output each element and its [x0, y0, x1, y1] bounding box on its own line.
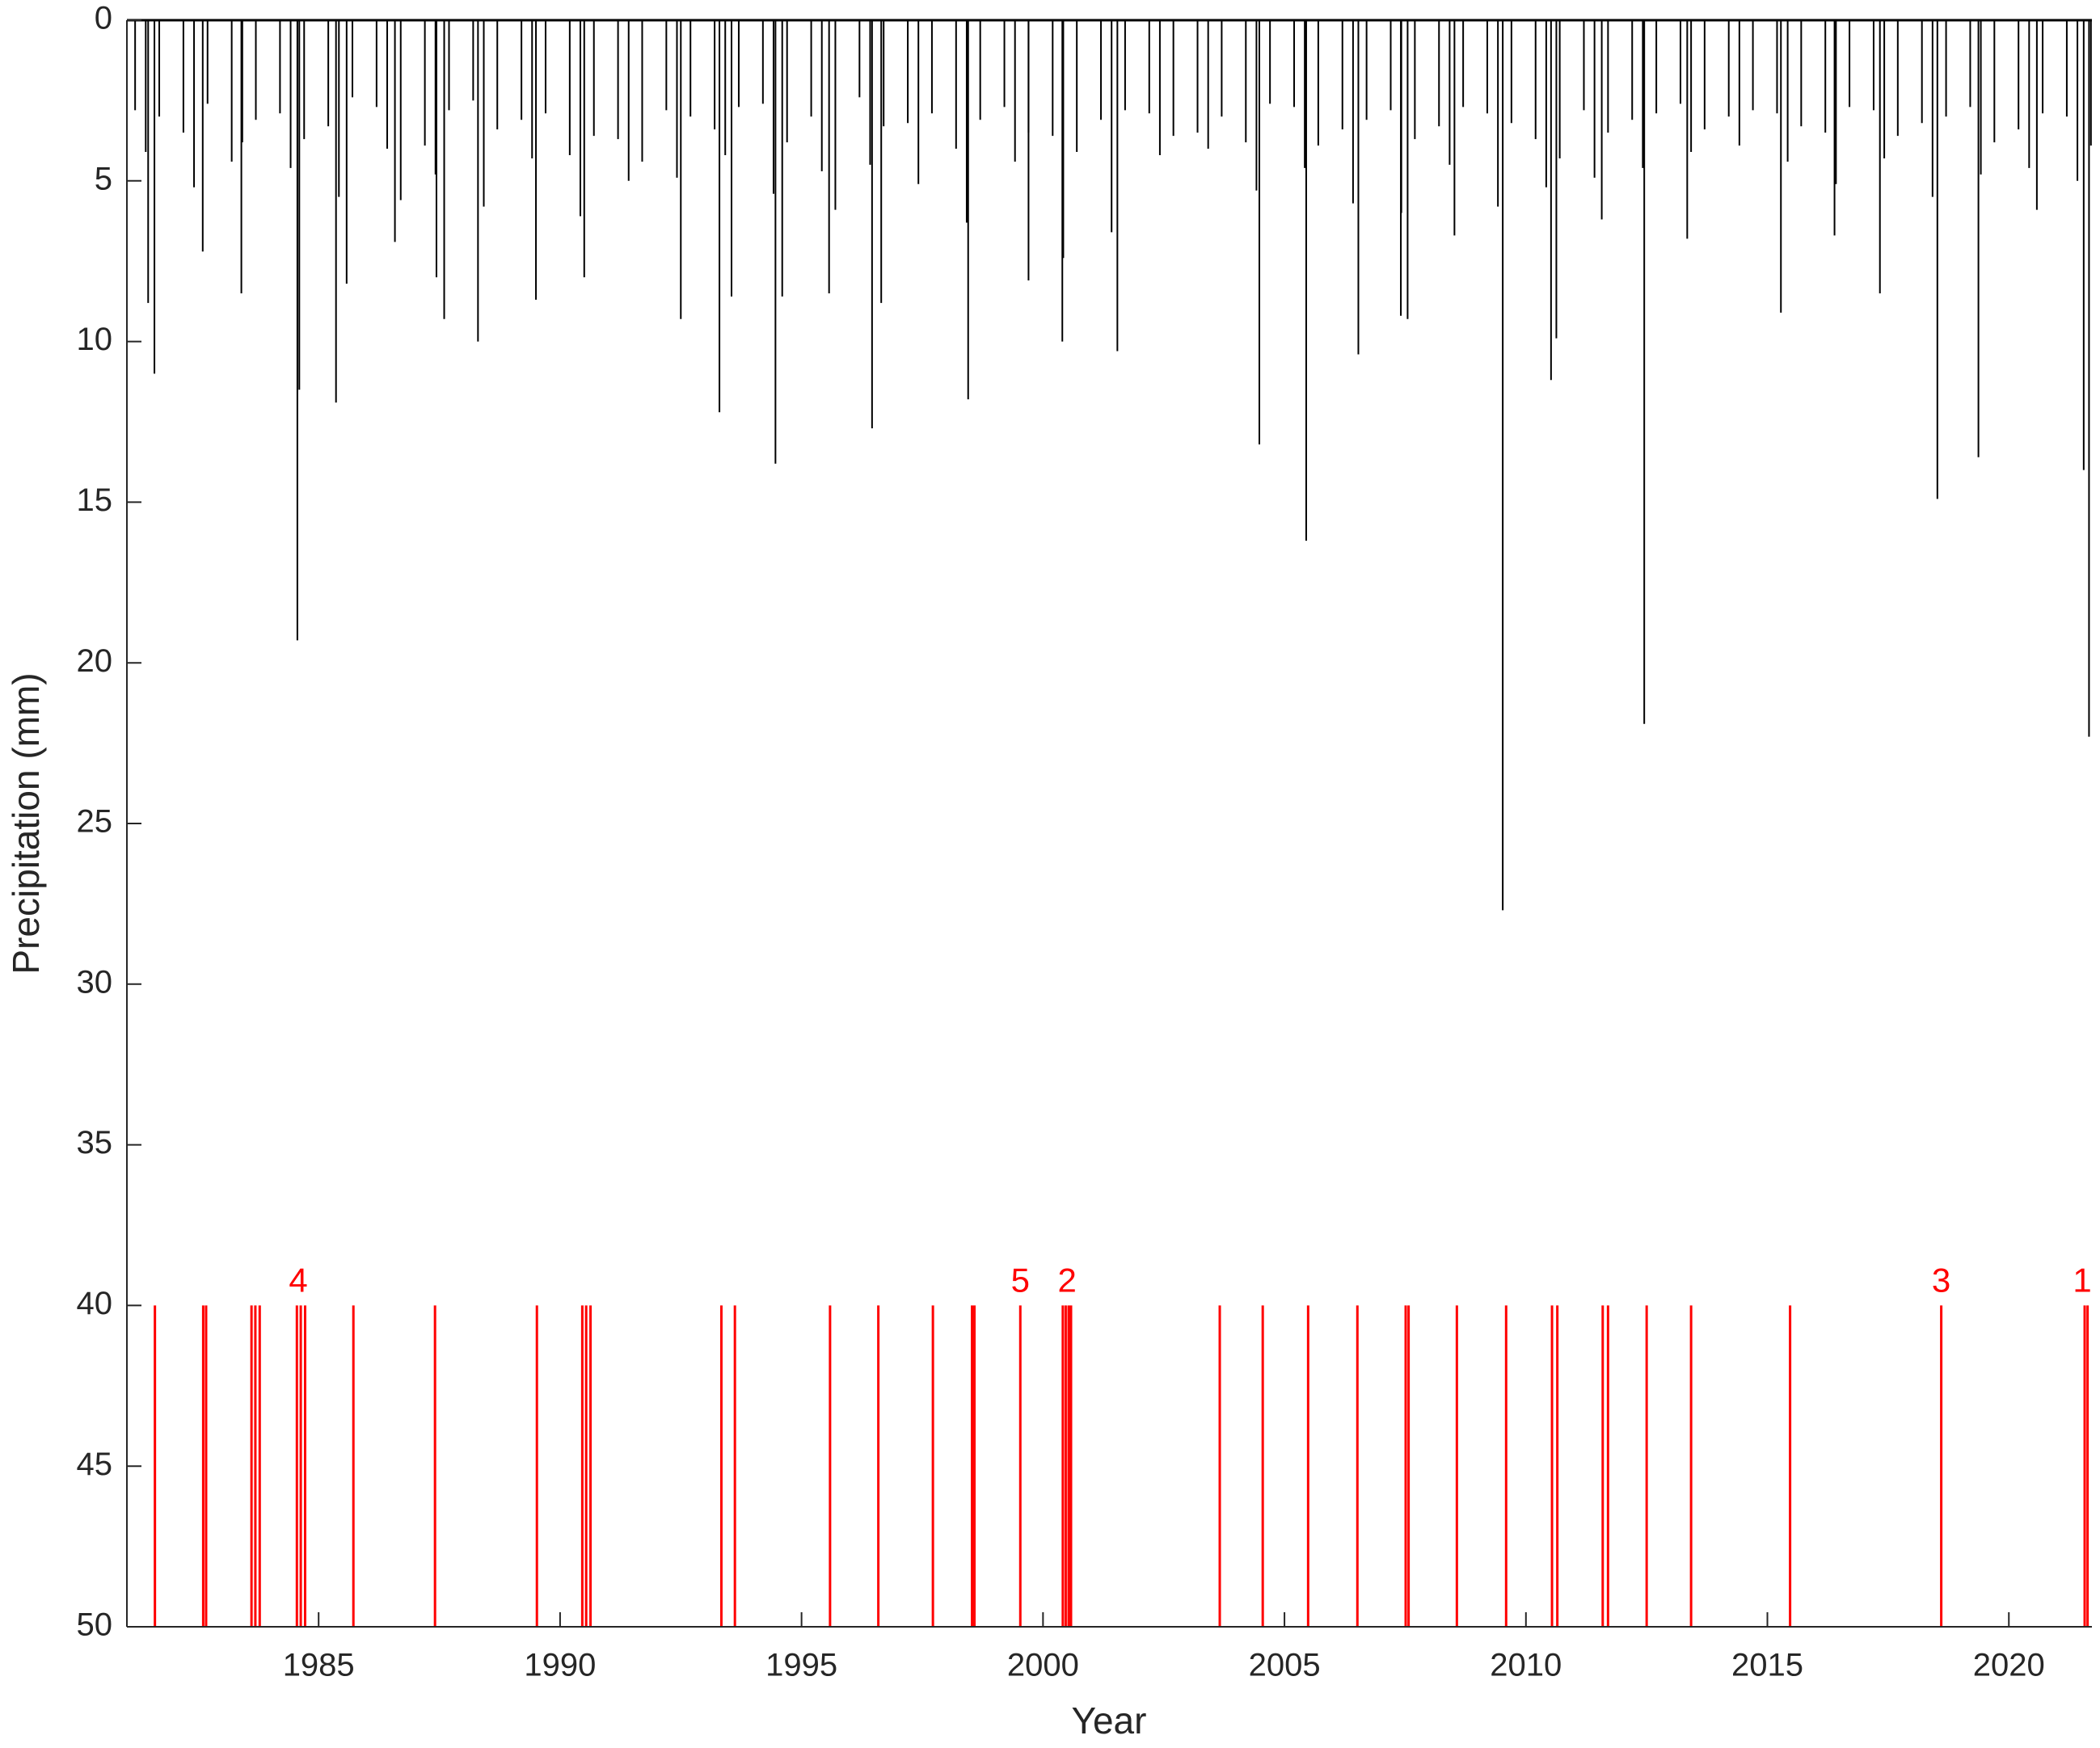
y-axis-title: Precipitation (mm) [5, 672, 47, 974]
x-tick-label: 1985 [283, 1648, 355, 1683]
event-rank-label: 1 [2073, 1261, 2091, 1299]
x-tick-label: 2015 [1731, 1648, 1803, 1683]
x-tick-label: 2020 [1973, 1648, 2045, 1683]
event-rank-label: 2 [1058, 1261, 1077, 1299]
y-tick-label: 45 [77, 1447, 113, 1482]
event-rank-label: 5 [1011, 1261, 1030, 1299]
x-tick-label: 2010 [1490, 1648, 1562, 1683]
x-tick-label: 1995 [765, 1648, 837, 1683]
y-tick-label: 15 [77, 482, 113, 518]
x-tick-label: 2000 [1007, 1648, 1079, 1683]
y-tick-label: 0 [95, 1, 112, 36]
y-tick-label: 30 [77, 964, 113, 1000]
y-tick-label: 10 [77, 322, 113, 357]
x-tick-label: 2005 [1249, 1648, 1321, 1683]
y-tick-label: 20 [77, 643, 113, 679]
event-rank-label: 3 [1932, 1261, 1950, 1299]
x-tick-label: 1990 [524, 1648, 596, 1683]
y-tick-label: 40 [77, 1286, 113, 1321]
y-tick-label: 35 [77, 1125, 113, 1160]
x-axis-title: Year [1072, 1700, 1147, 1742]
y-tick-label: 50 [77, 1607, 113, 1643]
y-tick-label: 5 [95, 161, 112, 196]
y-tick-label: 25 [77, 804, 113, 840]
event-rank-label: 4 [289, 1261, 307, 1299]
